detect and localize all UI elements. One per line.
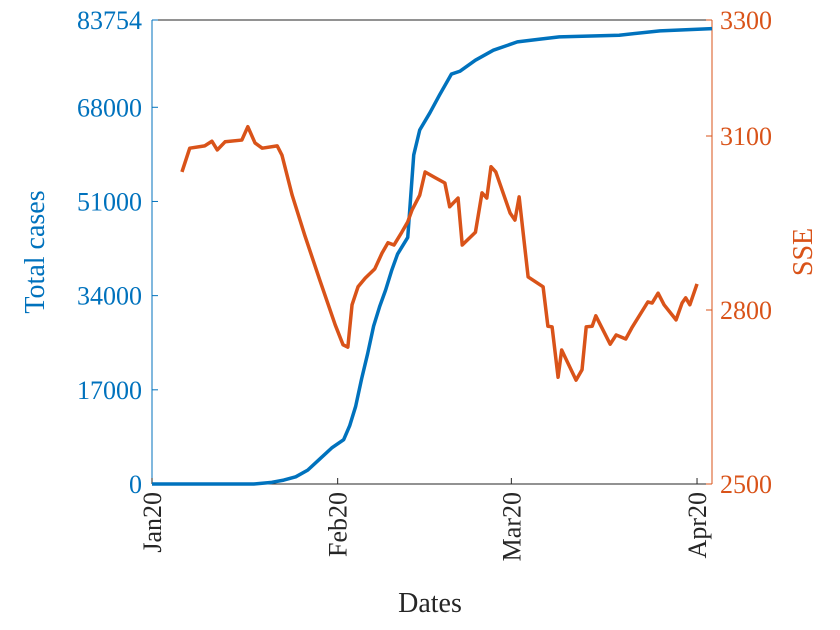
y-tick-label: 51000	[77, 187, 142, 216]
y2-axis-label: SSE	[788, 228, 819, 276]
y2-tick-label: 3100	[720, 122, 772, 151]
y2-tick-label: 3300	[720, 6, 772, 35]
x-tick-label: Jan20	[138, 492, 167, 553]
x-tick-label: Apr20	[683, 492, 712, 558]
x-tick-label: Mar20	[497, 492, 526, 561]
y-tick-label: 34000	[77, 282, 142, 311]
series-line	[180, 124, 699, 382]
y2-tick-label: 2800	[720, 296, 772, 325]
x-axis-label: Dates	[398, 588, 462, 619]
y-tick-label: 17000	[77, 376, 142, 405]
x-tick-label: Feb20	[324, 492, 353, 557]
y2-tick-label: 2500	[720, 470, 772, 499]
y-tick-label: 68000	[77, 93, 142, 122]
y-tick-label: 0	[129, 470, 142, 499]
series-line	[152, 26, 713, 486]
y-axis-label: Total cases	[20, 190, 51, 313]
y-tick-label: 83754	[77, 6, 142, 35]
